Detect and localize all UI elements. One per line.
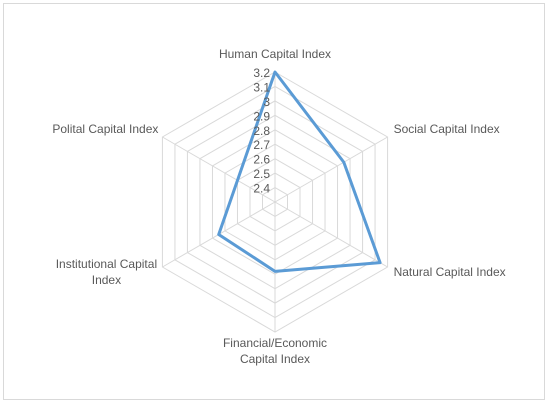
category-label: Social Capital Index xyxy=(394,122,500,136)
radar-spokes xyxy=(162,72,388,332)
category-label-line: Social Capital Index xyxy=(394,122,500,136)
spoke-3 xyxy=(274,201,388,268)
category-label-line: Capital Index xyxy=(240,352,310,366)
tick-label: 3 xyxy=(263,95,270,109)
category-label-line: Index xyxy=(92,273,121,287)
category-label: Natural Capital Index xyxy=(394,265,506,279)
tick-label: 2.4 xyxy=(253,182,270,196)
tick-label: 2.9 xyxy=(253,109,270,123)
category-label-line: Institutional Capital xyxy=(56,257,157,271)
category-label-line: Human Capital Index xyxy=(219,47,331,61)
tick-label: 2.5 xyxy=(253,167,270,181)
category-label: Polital Capital Index xyxy=(52,122,158,136)
spoke-2 xyxy=(274,136,388,203)
tick-label: 2.7 xyxy=(253,138,270,152)
category-label: Financial/Economic Capital Index xyxy=(223,336,327,366)
radar-series xyxy=(217,70,382,273)
tick-label: 2.6 xyxy=(253,153,270,167)
radar-tick-labels: 2.42.52.62.72.82.933.13.2 xyxy=(253,66,270,196)
category-label-line: Natural Capital Index xyxy=(394,265,506,279)
category-label-line: Financial/Economic xyxy=(223,336,327,350)
category-label: Human Capital Index xyxy=(219,47,331,61)
category-label-line: Polital Capital Index xyxy=(52,122,158,136)
tick-label: 3.1 xyxy=(253,80,270,94)
category-label: Institutional Capital Index xyxy=(56,257,157,287)
radar-category-labels: Human Capital Index Social Capital Index N… xyxy=(52,47,505,366)
tick-label: 2.8 xyxy=(253,124,270,138)
spoke-6 xyxy=(162,136,276,203)
tick-label: 3.2 xyxy=(253,66,270,80)
